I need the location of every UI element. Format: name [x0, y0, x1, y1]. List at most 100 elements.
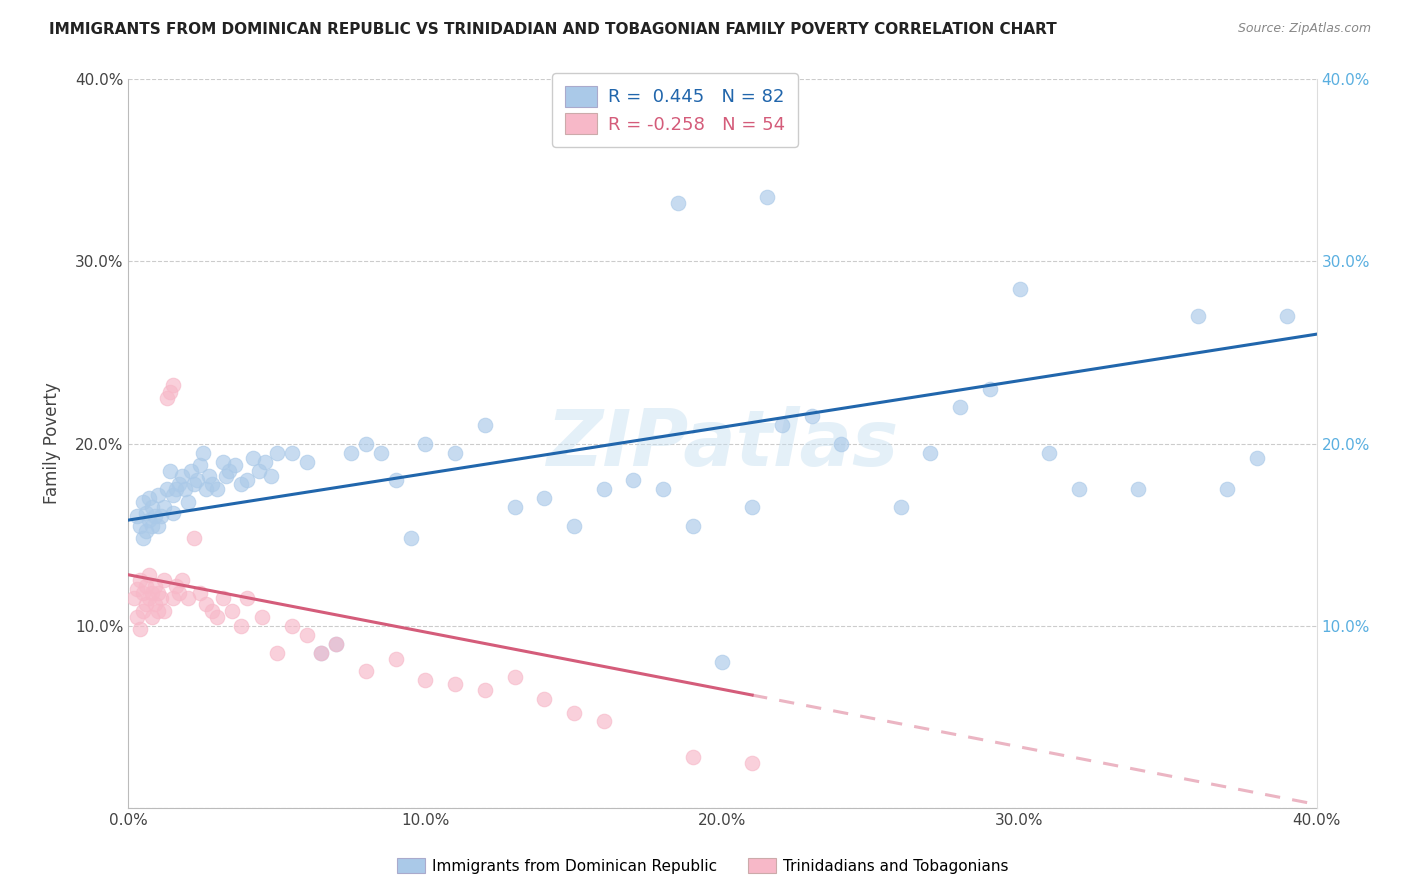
Point	[415, 673, 437, 688]
Point	[159, 385, 181, 400]
Text: Source: ZipAtlas.com: Source: ZipAtlas.com	[1237, 22, 1371, 36]
Legend: R =  0.445   N = 82, R = -0.258   N = 54: R = 0.445 N = 82, R = -0.258 N = 54	[553, 73, 797, 146]
Point	[592, 714, 614, 728]
Point	[311, 646, 333, 660]
Point	[979, 382, 1001, 396]
Point	[247, 464, 270, 478]
Point	[177, 495, 200, 509]
Point	[212, 591, 235, 606]
Point	[141, 586, 163, 600]
Point	[592, 482, 614, 496]
Point	[188, 458, 211, 473]
Point	[415, 436, 437, 450]
Point	[127, 509, 149, 524]
Point	[162, 378, 184, 392]
Point	[124, 591, 146, 606]
Point	[236, 591, 259, 606]
Point	[186, 473, 208, 487]
Point	[1246, 451, 1268, 466]
Point	[162, 591, 184, 606]
Point	[167, 586, 190, 600]
Point	[295, 455, 318, 469]
Point	[1038, 445, 1060, 459]
Point	[146, 518, 169, 533]
Point	[183, 476, 205, 491]
Point	[129, 518, 152, 533]
Point	[340, 445, 363, 459]
Point	[949, 400, 972, 414]
Point	[153, 604, 176, 618]
Point	[218, 464, 240, 478]
Point	[652, 482, 675, 496]
Point	[194, 597, 217, 611]
Point	[354, 665, 377, 679]
Y-axis label: Family Poverty: Family Poverty	[44, 383, 60, 504]
Point	[135, 579, 157, 593]
Point	[741, 756, 763, 770]
Point	[503, 500, 526, 515]
Text: IMMIGRANTS FROM DOMINICAN REPUBLIC VS TRINIDADIAN AND TOBAGONIAN FAMILY POVERTY : IMMIGRANTS FROM DOMINICAN REPUBLIC VS TR…	[49, 22, 1057, 37]
Point	[236, 473, 259, 487]
Point	[153, 573, 176, 587]
Point	[444, 677, 467, 691]
Point	[132, 604, 155, 618]
Point	[830, 436, 852, 450]
Point	[165, 579, 187, 593]
Point	[162, 506, 184, 520]
Point	[384, 473, 406, 487]
Point	[444, 445, 467, 459]
Point	[280, 619, 302, 633]
Point	[682, 518, 704, 533]
Text: ZIPatlas: ZIPatlas	[547, 406, 898, 482]
Point	[138, 567, 160, 582]
Point	[135, 597, 157, 611]
Point	[146, 487, 169, 501]
Point	[212, 455, 235, 469]
Point	[127, 609, 149, 624]
Point	[325, 637, 347, 651]
Point	[242, 451, 264, 466]
Point	[280, 445, 302, 459]
Point	[132, 495, 155, 509]
Point	[150, 591, 173, 606]
Point	[231, 476, 253, 491]
Point	[138, 491, 160, 506]
Point	[143, 597, 166, 611]
Point	[621, 473, 644, 487]
Point	[215, 469, 238, 483]
Point	[1128, 482, 1150, 496]
Point	[682, 750, 704, 764]
Point	[224, 458, 246, 473]
Point	[135, 506, 157, 520]
Point	[132, 586, 155, 600]
Point	[399, 531, 422, 545]
Point	[354, 436, 377, 450]
Point	[1187, 309, 1209, 323]
Point	[194, 482, 217, 496]
Point	[165, 482, 187, 496]
Point	[920, 445, 942, 459]
Point	[153, 500, 176, 515]
Point	[741, 500, 763, 515]
Point	[260, 469, 283, 483]
Point	[156, 482, 179, 496]
Point	[266, 646, 288, 660]
Point	[221, 604, 243, 618]
Point	[370, 445, 392, 459]
Point	[146, 604, 169, 618]
Point	[188, 586, 211, 600]
Point	[138, 513, 160, 527]
Point	[141, 500, 163, 515]
Point	[711, 655, 734, 669]
Point	[474, 418, 496, 433]
Point	[167, 476, 190, 491]
Point	[1008, 282, 1031, 296]
Point	[180, 464, 202, 478]
Point	[756, 190, 779, 204]
Point	[562, 706, 585, 721]
Point	[474, 682, 496, 697]
Point	[138, 591, 160, 606]
Point	[156, 391, 179, 405]
Point	[207, 482, 229, 496]
Point	[1067, 482, 1090, 496]
